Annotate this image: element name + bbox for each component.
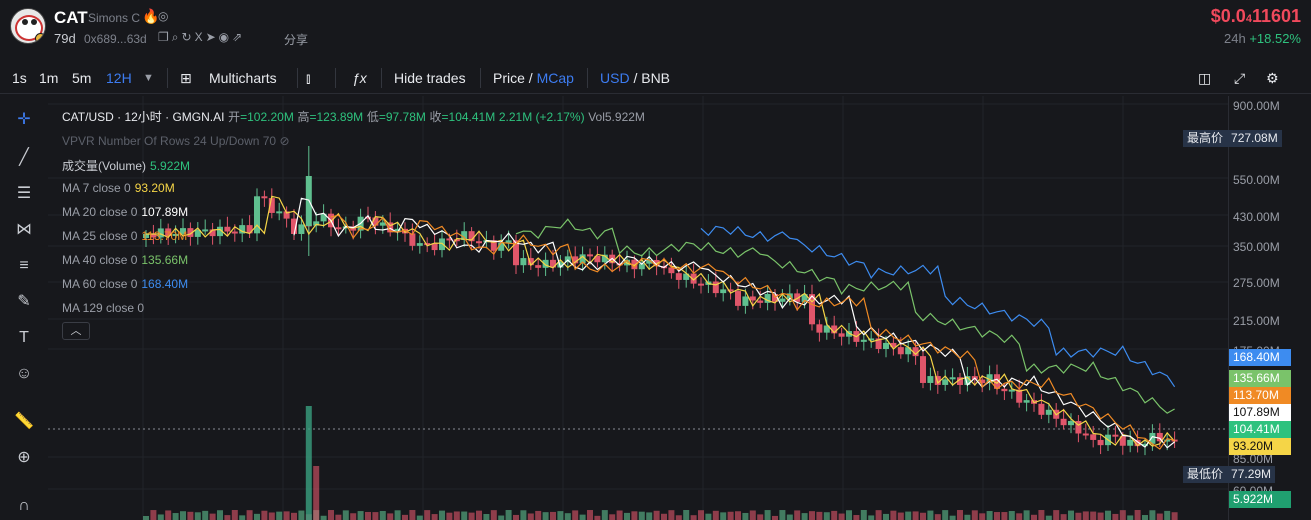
candle-type-icon[interactable]: ⫾ [306,70,311,86]
price-tag: 104.41M [1229,421,1291,438]
price-tag: 113.70M [1229,387,1291,404]
eye-off-icon: ⊘ [279,134,290,148]
currency-toggle[interactable]: USD / BNB [600,70,671,86]
x-icon: X [194,30,206,44]
fullscreen-icon[interactable]: ⤢ [1234,70,1246,86]
telegram-icon: ➤ [205,30,219,44]
text-tool-icon[interactable]: T [19,329,29,346]
price-tag: 107.89M [1229,404,1291,421]
token-price: $0.0411601 [1210,6,1301,26]
hide-trades-button[interactable]: Hide trades [394,70,466,86]
plus-box-icon[interactable]: ⊞ [180,70,192,86]
ma-legend-row: MA 60 close 0 168.40M [62,277,189,291]
price-axis[interactable]: 900.00M 550.00M 430.00M 350.00M 275.00M 215.0… [1183,96,1311,520]
copy-icon: ❐ [158,30,172,44]
ma-legend-row: MA 129 close 0 [62,301,145,315]
price-tick-label: 85.00M [1233,452,1274,466]
multicharts-button[interactable]: Multicharts [209,70,277,86]
vpvr-label: VPVR Number Of Rows 24 Up/Down 70 ⊘ [62,134,290,148]
price-tick-label: 550.00M [1233,173,1280,187]
legend-collapse-button[interactable]: ︿ [62,322,90,340]
emoji-icon[interactable]: ☺ [15,365,33,382]
horizontal-lines-icon[interactable]: ☰ [16,185,32,202]
refresh-icon: ↻ [181,30,195,44]
chain-badge-icon [35,33,45,43]
token-address[interactable]: 0x689...63d [84,32,147,46]
external-link-icon: ⇗ [232,30,246,44]
token-header: CAT Simons C 🔥 ◎ 79d 0x689...63d ❐⌕↻X➤◉⇗… [0,0,1311,60]
chart-legend-title: CAT/USD · 12小时 · GMGN.AI 开=102.20M 高=123… [62,110,645,124]
globe-icon[interactable]: ◎ [158,9,169,23]
share-button[interactable]: 分享 [284,33,309,47]
fib-icon[interactable]: ≡ [19,257,29,274]
ma-legend-row: MA 25 close 0 113.70M [62,229,188,243]
price-mcap-toggle[interactable]: Price / MCap [493,70,574,86]
flame-icon: 🔥 [142,8,160,24]
chart-toolbar: 1s 1m 5m 12H ▼ ⊞ Multicharts ⫾ ƒx Hide t… [0,62,1311,94]
price-tick-label: 350.00M [1233,240,1280,254]
price-tick-label: 215.00M [1233,314,1280,328]
ma-legend-row: MA 7 close 0 93.20M [62,181,175,195]
settings-gear-icon[interactable]: ⚙ [1266,70,1279,86]
brush-icon[interactable]: ✎ [17,293,31,310]
price-tag: 5.922M [1229,491,1291,508]
ruler-icon[interactable]: 📏 [14,413,34,430]
price-tag: 168.40M [1229,349,1291,366]
price-tick-label: 900.00M [1233,99,1280,113]
volume-legend: 成交量(Volume) 5.922M [62,159,191,173]
ma-legend-row: MA 40 close 0 135.66M [62,253,189,267]
token-age: 79d [54,31,76,46]
camera-icon[interactable]: ◫ [1198,70,1212,86]
pair-label: CAT/USD · 12小时 · GMGN.AI [62,110,225,124]
price-change: 24h +18.52% [1223,31,1301,46]
price-tick-label: 275.00M [1233,276,1280,290]
token-symbol: CAT [54,8,88,27]
website-icon: ◉ [218,30,233,44]
drawing-toolbar: ✛ ╱ ☰ ⋈ ≡ ✎ T ☺ 📏 ⊕ ∩ [0,96,48,520]
interval-5m[interactable]: 5m [72,70,92,86]
interval-1s[interactable]: 1s [12,70,27,86]
interval-1m[interactable]: 1m [39,70,59,86]
candlestick-chart[interactable] [48,96,1228,520]
social-icons[interactable]: ❐⌕↻X➤◉⇗ [158,30,245,45]
crosshair-icon[interactable]: ✛ [17,111,31,128]
ma-legend-row: MA 20 close 0 107.89M [62,205,189,219]
zoom-in-icon[interactable]: ⊕ [17,449,31,466]
interval-12h[interactable]: 12H [106,70,132,86]
pattern-icon[interactable]: ⋈ [16,221,32,238]
chevron-down-icon[interactable]: ▼ [143,72,154,84]
price-tag: 93.20M [1229,438,1291,455]
trendline-icon[interactable]: ╱ [19,149,29,166]
token-avatar[interactable] [10,8,46,44]
indicators-icon[interactable]: ƒx [352,70,367,86]
price-tag: 135.66M [1229,370,1291,387]
lowest-price-tag: 最低价 77.29M [1183,466,1276,483]
search-icon: ⌕ [171,30,182,44]
price-tick-label: 430.00M [1233,210,1280,224]
highest-price-tag: 最高价 727.08M [1183,130,1282,147]
magnet-icon[interactable]: ∩ [18,497,30,514]
token-name: Simons C [88,11,141,25]
